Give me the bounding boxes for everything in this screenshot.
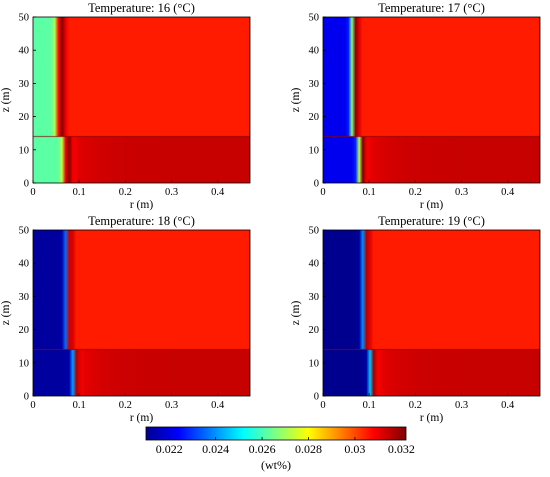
y-tick-label: 10 bbox=[309, 358, 320, 369]
y-tick-label: 30 bbox=[19, 292, 30, 303]
x-tick-label: 0.2 bbox=[119, 400, 132, 411]
x-tick-label: 0.2 bbox=[409, 187, 422, 198]
colorbar-tick-label: 0.032 bbox=[388, 442, 415, 456]
heatmap-lower-zone bbox=[323, 349, 540, 396]
axes-box bbox=[32, 229, 251, 397]
x-tick-label: 0.4 bbox=[501, 400, 515, 411]
x-tick-label: 0.4 bbox=[501, 187, 515, 198]
y-tick-label: 40 bbox=[19, 259, 30, 270]
colorbar-tick-label: 0.03 bbox=[344, 442, 365, 456]
heatmap-lower-zone bbox=[323, 136, 540, 183]
x-tick-label: 0.3 bbox=[455, 187, 468, 198]
y-tick-label: 40 bbox=[309, 46, 320, 57]
heatmap-upper-zone bbox=[323, 17, 540, 137]
colorbar-tick-label: 0.026 bbox=[249, 442, 276, 456]
y-tick-label: 50 bbox=[19, 13, 30, 24]
heatmap-lower-zone bbox=[33, 136, 250, 183]
y-tick-label: 20 bbox=[309, 325, 320, 336]
x-axis-label: r (m) bbox=[130, 199, 153, 211]
x-axis-label: r (m) bbox=[420, 199, 443, 211]
panel-4: Temperature: 19 (°C) 0 0.1 0.2 0.3 0.4 0 10 20 30… bbox=[290, 214, 541, 424]
panel-2: Temperature: 17 (°C) 0 0.1 0.2 0.3 0.4 0 10 20 30… bbox=[290, 1, 541, 211]
y-tick-label: 30 bbox=[19, 79, 30, 90]
colorbar-tick-label: 0.028 bbox=[295, 442, 322, 456]
x-tick-label: 0.3 bbox=[165, 187, 178, 198]
lower-zone-shading bbox=[83, 349, 250, 396]
y-tick-label: 50 bbox=[309, 13, 320, 24]
y-tick-label: 30 bbox=[309, 79, 320, 90]
y-tick-label: 0 bbox=[24, 392, 29, 403]
y-axis-label: z (m) bbox=[0, 88, 12, 113]
x-axis-label: r (m) bbox=[420, 412, 443, 424]
y-tick-label: 20 bbox=[309, 112, 320, 123]
x-tick-label: 0.2 bbox=[409, 400, 422, 411]
panel-3: Temperature: 18 (°C) 0 0.1 0.2 0.3 0.4 0 10 20 30… bbox=[0, 214, 251, 424]
y-tick-label: 0 bbox=[314, 392, 319, 403]
y-tick-label: 50 bbox=[309, 226, 320, 237]
heatmap-upper-zone bbox=[33, 230, 250, 350]
y-tick-label: 20 bbox=[19, 112, 30, 123]
panel-title: Temperature: 16 (°C) bbox=[88, 1, 195, 15]
y-axis-label: z (m) bbox=[290, 301, 302, 326]
y-tick-label: 10 bbox=[19, 358, 30, 369]
x-tick-label: 0 bbox=[30, 187, 35, 198]
axes-box bbox=[322, 229, 541, 397]
x-tick-label: 0.4 bbox=[211, 400, 225, 411]
colorbar-tick-label: 0.024 bbox=[202, 442, 229, 456]
x-tick-label: 0.1 bbox=[363, 400, 376, 411]
colorbar-gradient bbox=[145, 426, 407, 441]
x-tick-label: 0 bbox=[320, 400, 325, 411]
axes-box bbox=[32, 16, 251, 184]
y-axis-label: z (m) bbox=[0, 301, 12, 326]
panel-title: Temperature: 18 (°C) bbox=[88, 214, 195, 228]
y-tick-label: 0 bbox=[314, 179, 319, 190]
y-tick-label: 30 bbox=[309, 292, 320, 303]
lower-zone-shading bbox=[380, 349, 540, 396]
heatmap-lower-zone bbox=[33, 349, 250, 396]
x-tick-label: 0.1 bbox=[363, 187, 376, 198]
x-tick-label: 0.1 bbox=[73, 187, 86, 198]
heatmap-upper-zone bbox=[33, 17, 250, 137]
x-tick-label: 0 bbox=[30, 400, 35, 411]
panel-1: Temperature: 16 (°C) 0 0.1 0.2 0.3 0.4 0 10 20 30… bbox=[0, 1, 251, 211]
x-tick-label: 0.4 bbox=[211, 187, 225, 198]
colorbar-tick-label: 0.022 bbox=[156, 442, 183, 456]
panel-title: Temperature: 17 (°C) bbox=[378, 1, 485, 15]
y-tick-label: 10 bbox=[309, 145, 320, 156]
panel-title: Temperature: 19 (°C) bbox=[378, 214, 485, 228]
y-axis-label: z (m) bbox=[290, 88, 302, 113]
y-tick-label: 40 bbox=[309, 259, 320, 270]
y-tick-label: 0 bbox=[24, 179, 29, 190]
lower-zone-shading bbox=[370, 136, 540, 183]
x-tick-label: 0.3 bbox=[165, 400, 178, 411]
colorbar-label: (wt%) bbox=[261, 458, 291, 472]
colorbar: 0.022 0.024 0.026 0.028 0.03 0.032 (wt%) bbox=[145, 426, 415, 472]
heatmap-upper-zone bbox=[323, 230, 540, 350]
x-tick-label: 0.1 bbox=[73, 400, 86, 411]
y-tick-label: 40 bbox=[19, 46, 30, 57]
x-tick-label: 0.2 bbox=[119, 187, 132, 198]
axes-box bbox=[322, 16, 541, 184]
y-tick-label: 10 bbox=[19, 145, 30, 156]
lower-zone-shading bbox=[76, 136, 251, 183]
x-tick-label: 0.3 bbox=[455, 400, 468, 411]
y-tick-label: 20 bbox=[19, 325, 30, 336]
x-tick-label: 0 bbox=[320, 187, 325, 198]
y-tick-label: 50 bbox=[19, 226, 30, 237]
x-axis-label: r (m) bbox=[130, 412, 153, 424]
